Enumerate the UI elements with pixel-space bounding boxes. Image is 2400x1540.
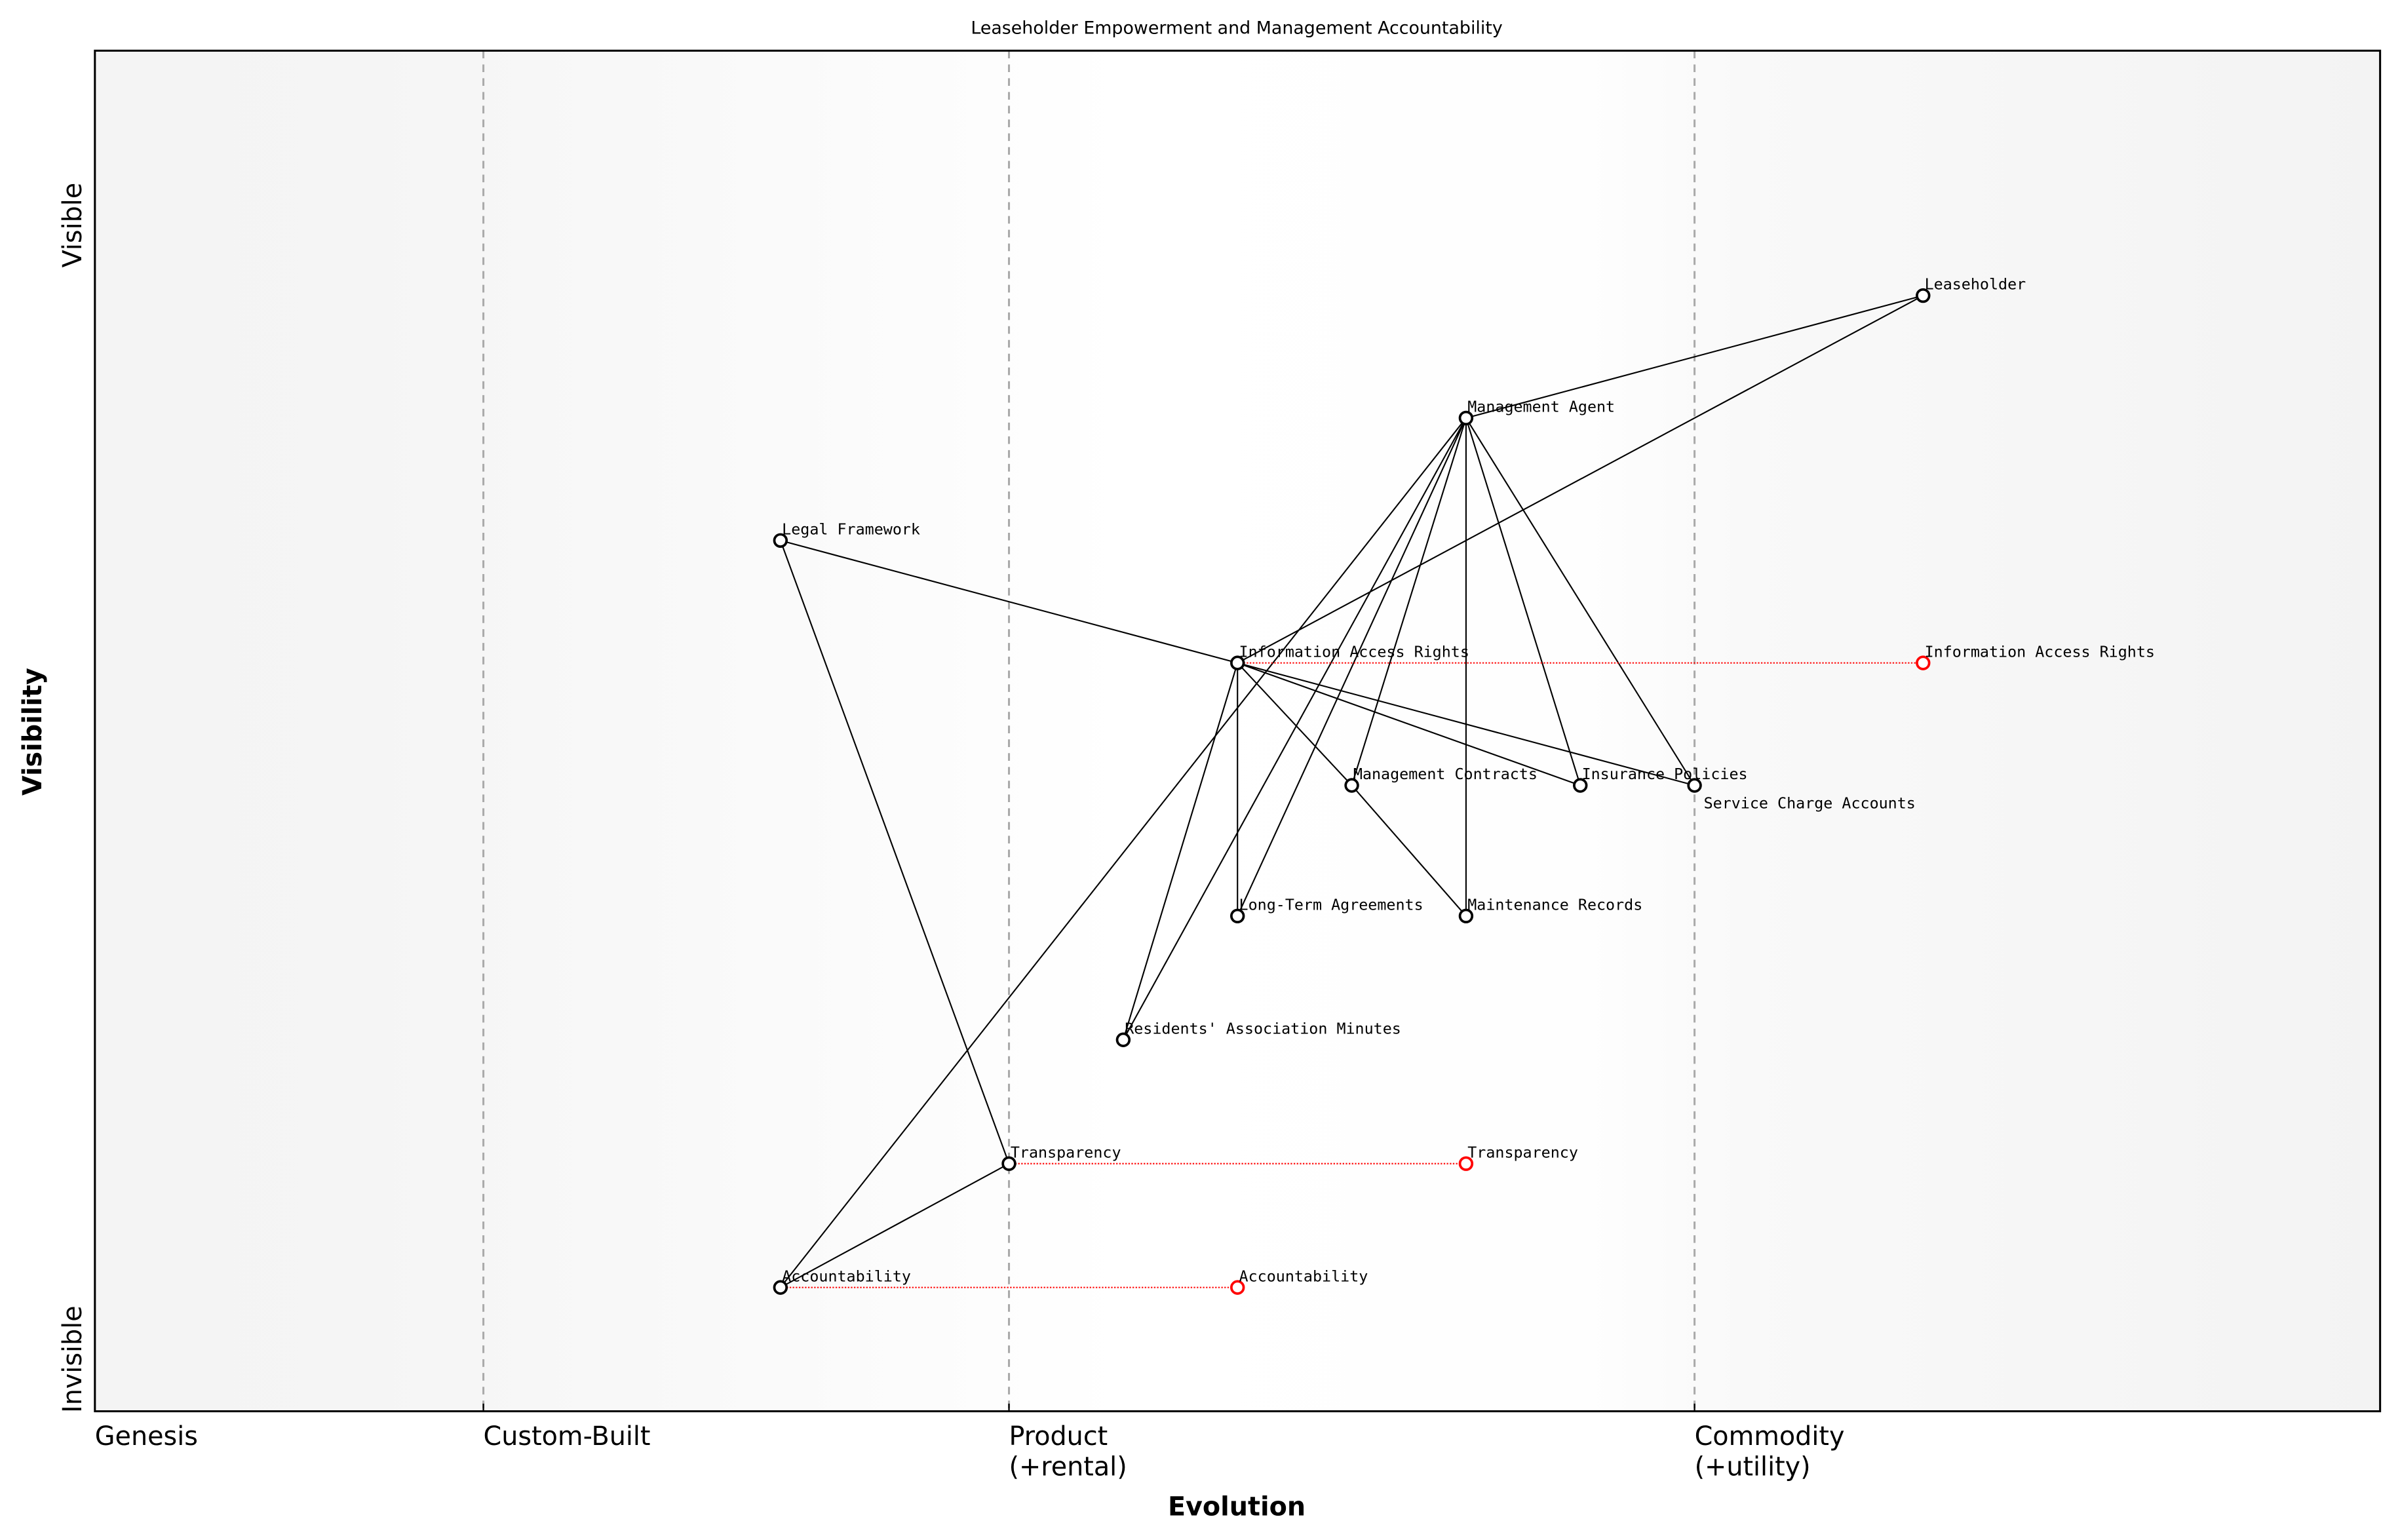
component-marker[interactable] [1687,778,1702,793]
component-legal-framework[interactable]: Legal Framework [773,520,920,548]
evolved-marker[interactable] [1458,1156,1474,1171]
component-service-charge-accounts[interactable]: Service Charge Accounts [1687,778,1916,813]
component-marker[interactable] [1916,288,1931,303]
link-management-agent-to-long-term-agreements [1237,417,1467,917]
link-leaseholder-to-information-access-rights [1237,295,1924,664]
evolved-label: Accountability [1239,1267,1368,1285]
link-leaseholder-to-management-agent [1465,295,1924,419]
component-marker[interactable] [1115,1032,1131,1047]
link-management-agent-to-accountability [780,417,1467,1288]
component-leaseholder[interactable]: Leaseholder [1916,275,2026,303]
component-marker[interactable] [1230,655,1245,670]
component-marker[interactable] [1573,778,1588,793]
component-residents-association-minutes[interactable]: Residents' Association Minutes [1115,1019,1401,1047]
component-label: Service Charge Accounts [1704,794,1916,813]
component-transparency[interactable]: Transparency [1001,1143,1121,1171]
component-maintenance-records[interactable]: Maintenance Records [1458,895,1643,924]
component-management-agent[interactable]: Management Agent [1458,398,1616,426]
stage-label-genesis: Genesis [95,1421,198,1452]
component-label: Management Agent [1467,398,1615,416]
link-information-access-rights-to-residents-association-minutes [1122,663,1239,1041]
component-label: Accountability [782,1267,911,1285]
link-information-access-rights-to-management-contracts [1237,662,1353,786]
component-label: Insurance Policies [1582,765,1748,783]
component-label: Residents' Association Minutes [1125,1019,1401,1037]
evolved-transparency[interactable]: Transparency [1458,1143,1578,1171]
evolved-label: Information Access Rights [1925,642,2155,661]
component-label: Maintenance Records [1467,895,1642,914]
y-axis-top-label: Visible [58,183,88,268]
component-label: Leaseholder [1925,275,2026,294]
component-label: Management Contracts [1353,765,1538,783]
component-marker[interactable] [1230,908,1245,924]
link-management-agent-to-insurance-policies [1465,417,1581,786]
component-marker[interactable] [1458,410,1474,426]
stage-label-product: Product [1009,1421,1108,1452]
component-marker[interactable] [1001,1156,1016,1171]
component-label: Information Access Rights [1239,642,1469,661]
stage-label-custom-built: Custom-Built [484,1421,651,1452]
component-accountability[interactable]: Accountability [773,1267,911,1295]
link-legal-framework-to-information-access-rights [780,539,1238,664]
y-axis-bottom-label: Invisible [58,1305,88,1413]
component-long-term-agreements[interactable]: Long-Term Agreements [1230,895,1423,924]
component-label: Legal Framework [782,520,920,538]
component-label: Long-Term Agreements [1239,895,1423,914]
component-insurance-policies[interactable]: Insurance Policies [1573,765,1748,793]
stage-sublabel-product: (+rental) [1009,1452,1127,1482]
evolved-marker[interactable] [1916,655,1931,670]
plot-frame [94,49,2382,1413]
link-management-contracts-to-maintenance-records [1351,784,1467,917]
component-management-contracts[interactable]: Management Contracts [1344,765,1538,793]
link-management-agent-to-management-contracts [1351,417,1467,786]
link-management-agent-to-residents-association-minutes [1122,417,1467,1041]
evolved-information-access-rights[interactable]: Information Access Rights [1916,642,2155,670]
link-transparency-to-accountability [780,1163,1010,1288]
component-label: Transparency [1011,1143,1121,1161]
stage-sublabel-commodity: (+utility) [1695,1452,1811,1482]
component-marker[interactable] [1344,778,1359,793]
component-marker[interactable] [1458,908,1474,924]
stage-label-commodity: Commodity [1695,1421,1845,1452]
component-information-access-rights[interactable]: Information Access Rights [1230,642,1469,670]
link-information-access-rights-to-service-charge-accounts [1237,662,1695,786]
map-title: Leaseholder Empowerment and Management A… [971,18,1502,39]
evolved-label: Transparency [1467,1143,1578,1161]
component-marker[interactable] [773,533,788,548]
y-axis-title: Visibility [18,668,48,796]
evolved-marker[interactable] [1230,1280,1245,1295]
x-axis-title: Evolution [1168,1492,1306,1522]
component-marker[interactable] [773,1280,788,1295]
link-information-access-rights-to-insurance-policies [1237,662,1581,786]
evolved-accountability[interactable]: Accountability [1230,1267,1368,1295]
link-legal-framework-to-transparency [779,540,1010,1165]
link-management-agent-to-service-charge-accounts [1465,417,1695,786]
